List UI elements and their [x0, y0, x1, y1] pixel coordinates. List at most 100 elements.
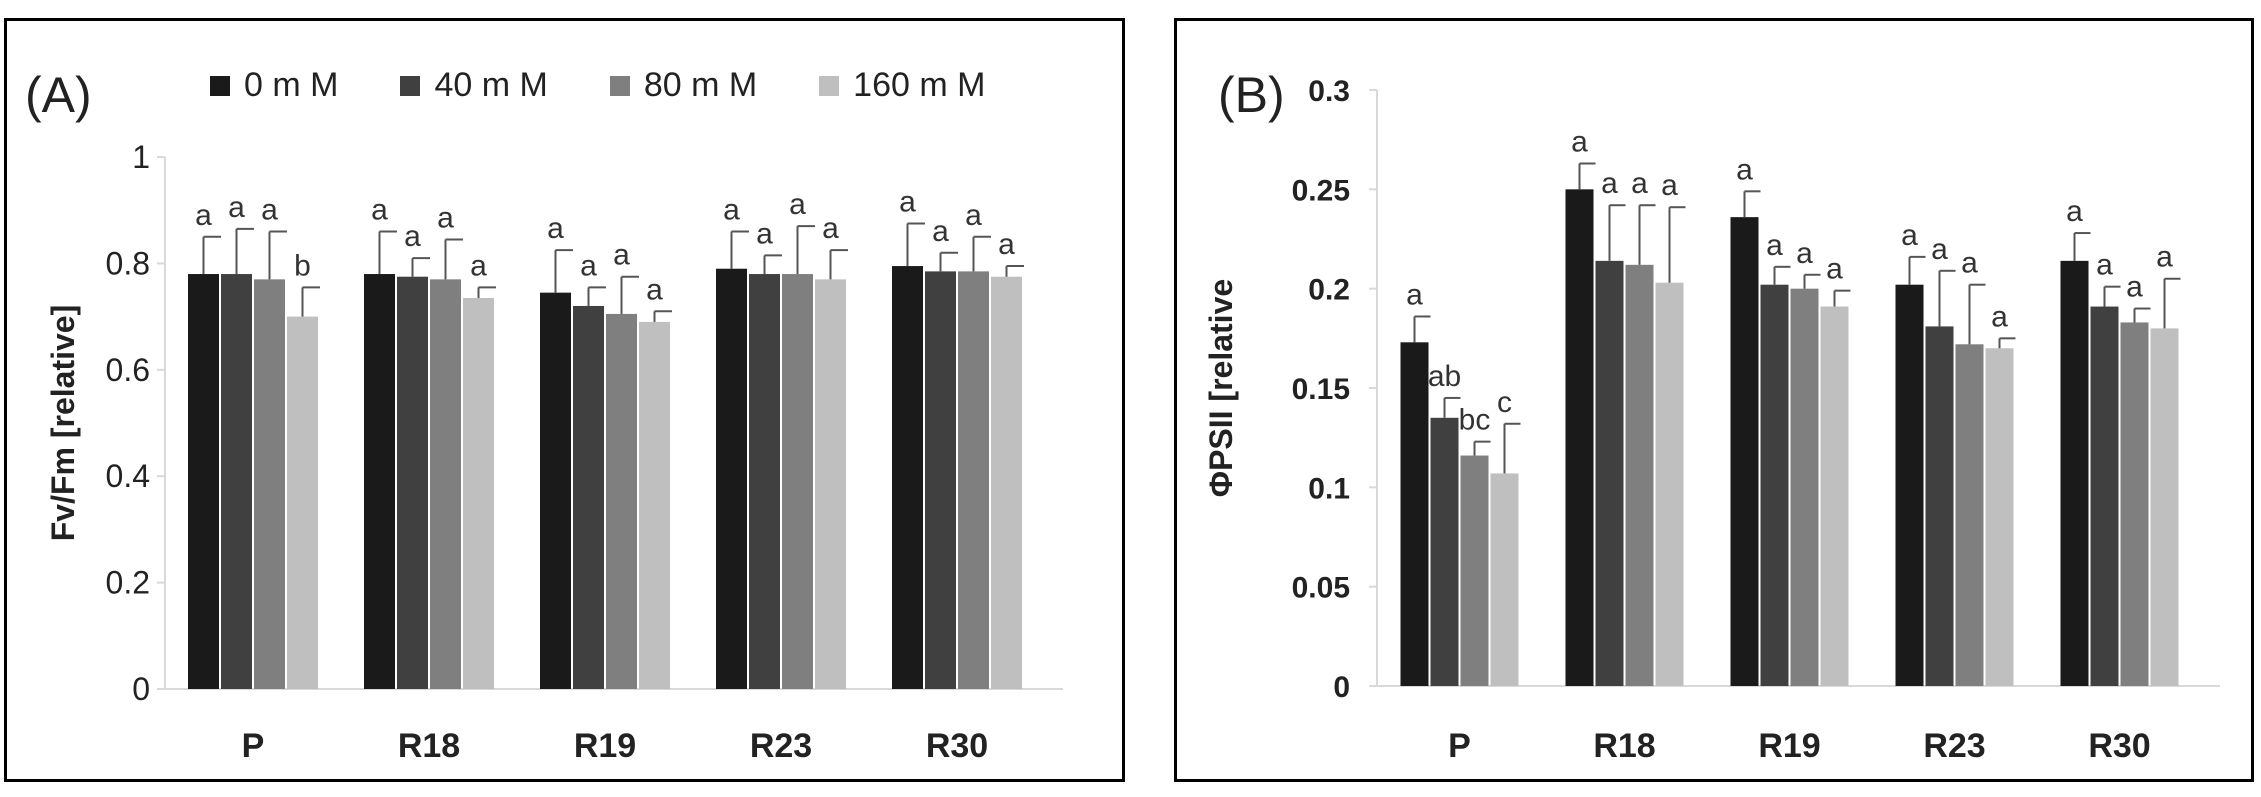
legend-swatch-1 — [400, 75, 421, 96]
significance-letter-b: a — [1961, 247, 1978, 280]
bar-a-2 — [782, 274, 813, 689]
bar-b-1 — [1430, 417, 1459, 686]
significance-letter-a: a — [789, 188, 806, 221]
bar-b-3 — [1985, 348, 2014, 686]
bar-a-1 — [221, 274, 252, 689]
bar-b-3 — [2150, 328, 2179, 686]
bar-a-0 — [540, 292, 571, 689]
significance-letter-a: a — [932, 215, 949, 248]
significance-letter-b: a — [1736, 153, 1753, 186]
x-tick-label-b: R30 — [2088, 727, 2150, 765]
legend-item-2: 80 m M — [609, 66, 758, 105]
significance-letter-b: a — [1901, 219, 1918, 252]
bar-b-0 — [2060, 260, 2089, 686]
x-tick-label-a: R30 — [926, 727, 988, 765]
significance-letter-a: a — [998, 228, 1015, 261]
significance-letter-b: ab — [1428, 360, 1461, 393]
bar-b-2 — [1625, 264, 1654, 686]
y-tick-label-a: 0.2 — [106, 565, 150, 601]
legend-label-1: 40 m M — [434, 66, 548, 104]
bar-b-3 — [1820, 306, 1849, 686]
y-tick-label-b: 0 — [1333, 671, 1350, 704]
significance-letter-b: a — [2126, 271, 2143, 304]
legend-swatch-0 — [210, 75, 230, 96]
bar-a-1 — [925, 271, 956, 689]
y-tick-label-b: 0.3 — [1308, 75, 1350, 108]
bar-a-3 — [287, 316, 318, 689]
legend-swatch-2 — [609, 75, 630, 96]
significance-letter-b: a — [1631, 167, 1648, 200]
legend-item-3: 160 m M — [819, 66, 985, 105]
significance-letter-a: a — [261, 193, 278, 226]
significance-letter-a: a — [965, 199, 982, 232]
x-tick-label-a: P — [242, 727, 265, 765]
significance-letter-a: a — [723, 193, 740, 226]
bar-a-3 — [815, 279, 846, 689]
significance-letter-b: a — [1991, 300, 2008, 333]
legend-label-3: 160 m M — [853, 66, 986, 104]
significance-letter-b: a — [1571, 126, 1588, 159]
bar-b-3 — [1490, 473, 1519, 686]
bar-a-1 — [397, 276, 428, 689]
y-tick-label-b: 0.05 — [1292, 572, 1350, 605]
y-tick-label-b: 0.2 — [1308, 274, 1350, 307]
significance-letter-b: a — [2096, 249, 2113, 282]
x-tick-label-b: R18 — [1593, 727, 1655, 765]
significance-letter-a: a — [404, 220, 421, 253]
bar-a-0 — [716, 268, 747, 689]
significance-letter-a: a — [613, 239, 630, 272]
x-tick-label-b: P — [1448, 727, 1471, 765]
y-tick-label-a: 0.4 — [106, 458, 150, 494]
bar-a-2 — [958, 271, 989, 689]
chart-legend: 0 m M 40 m M 80 m M 160 m M — [210, 66, 1047, 105]
bar-b-1 — [1925, 326, 1954, 686]
x-tick-label-b: R19 — [1758, 727, 1820, 765]
bar-b-2 — [2120, 322, 2149, 686]
legend-swatch-3 — [819, 75, 840, 96]
legend-label-2: 80 m M — [643, 66, 758, 104]
bar-b-2 — [1790, 288, 1819, 686]
bar-b-0 — [1400, 342, 1429, 686]
legend-item-1: 40 m M — [400, 66, 548, 105]
legend-label-0: 0 m M — [244, 66, 339, 104]
bar-b-1 — [1595, 260, 1624, 686]
significance-letter-a: a — [228, 191, 245, 224]
bar-b-2 — [1460, 455, 1489, 686]
significance-letter-b: a — [1601, 167, 1618, 200]
bar-a-3 — [991, 276, 1022, 689]
significance-letter-b: a — [1406, 278, 1423, 311]
significance-letter-a: a — [371, 193, 388, 226]
significance-letter-a: a — [822, 212, 839, 245]
bar-b-0 — [1730, 217, 1759, 686]
bar-a-0 — [892, 266, 923, 689]
bar-a-0 — [188, 274, 219, 689]
y-tick-label-a: 1 — [132, 139, 150, 175]
bar-b-2 — [1955, 344, 1984, 686]
x-tick-label-b: R23 — [1923, 727, 1985, 765]
bar-b-3 — [1655, 282, 1684, 686]
bar-a-2 — [606, 313, 637, 689]
significance-letter-b: a — [1796, 237, 1813, 270]
y-tick-label-b: 0.1 — [1308, 472, 1350, 505]
bar-a-2 — [430, 279, 461, 689]
significance-letter-a: a — [437, 201, 454, 234]
bar-b-0 — [1895, 284, 1924, 686]
significance-letter-b: a — [1766, 229, 1783, 262]
y-tick-label-a: 0.8 — [106, 245, 150, 281]
y-tick-label-a: 0 — [132, 671, 150, 707]
significance-letter-a: a — [470, 249, 487, 282]
legend-item-0: 0 m M — [210, 66, 338, 105]
significance-letter-a: a — [547, 212, 564, 245]
bar-b-1 — [2090, 306, 2119, 686]
significance-letter-b: a — [1826, 253, 1843, 286]
significance-letter-a: a — [756, 217, 773, 250]
significance-letter-b: bc — [1459, 404, 1491, 437]
y-tick-label-b: 0.15 — [1292, 373, 1350, 406]
x-tick-label-a: R19 — [574, 727, 636, 765]
significance-letter-a: a — [899, 186, 916, 219]
significance-letter-a: a — [580, 249, 597, 282]
y-tick-label-a: 0.6 — [106, 352, 150, 388]
bar-b-0 — [1565, 189, 1594, 687]
bar-a-1 — [573, 305, 604, 689]
